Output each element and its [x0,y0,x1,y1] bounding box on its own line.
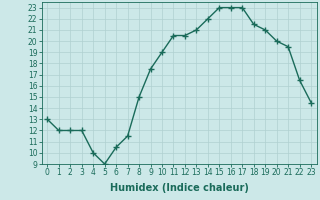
X-axis label: Humidex (Indice chaleur): Humidex (Indice chaleur) [110,183,249,193]
